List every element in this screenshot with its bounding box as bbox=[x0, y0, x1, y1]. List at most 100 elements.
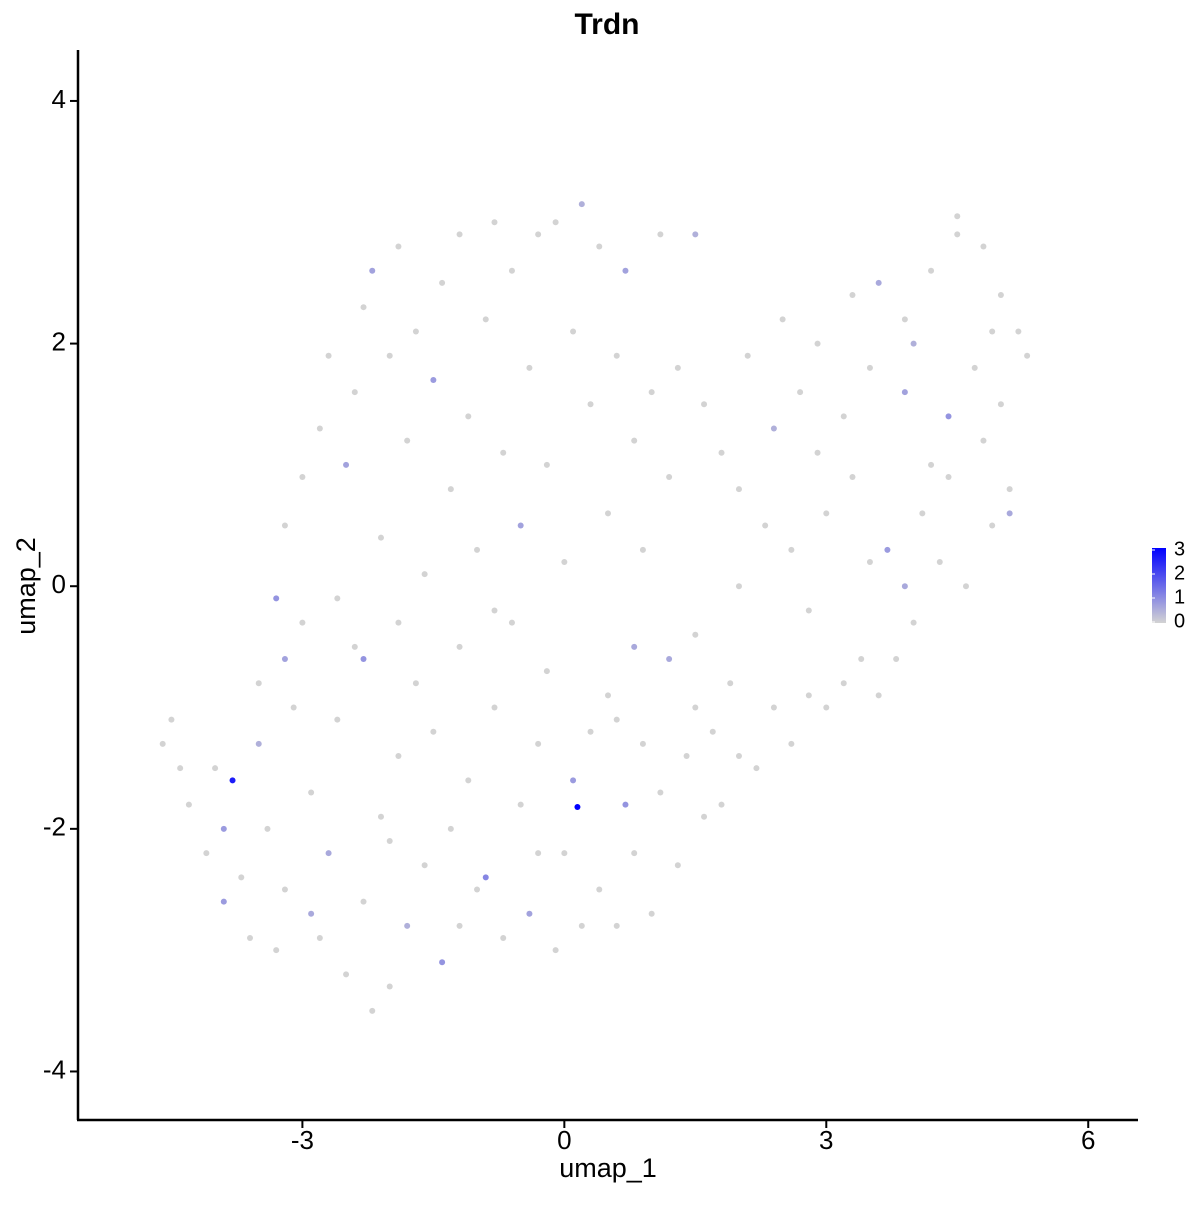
point bbox=[744, 352, 751, 359]
colorbar-tick-label: 0 bbox=[1174, 610, 1185, 632]
point bbox=[308, 789, 315, 796]
point bbox=[928, 267, 935, 274]
point bbox=[220, 898, 227, 905]
point bbox=[805, 692, 812, 699]
point bbox=[456, 231, 463, 238]
point bbox=[482, 874, 489, 881]
point bbox=[1015, 328, 1022, 335]
y-tick-label: 4 bbox=[52, 84, 66, 114]
point bbox=[613, 716, 620, 723]
point bbox=[901, 389, 908, 396]
point bbox=[465, 777, 472, 784]
point bbox=[535, 740, 542, 747]
point bbox=[430, 728, 437, 735]
point bbox=[474, 546, 481, 553]
point bbox=[753, 765, 760, 772]
point bbox=[421, 862, 428, 869]
point bbox=[482, 316, 489, 323]
point bbox=[648, 389, 655, 396]
point bbox=[316, 425, 323, 432]
point bbox=[1006, 510, 1013, 517]
point bbox=[177, 765, 184, 772]
point bbox=[631, 437, 638, 444]
point bbox=[255, 740, 262, 747]
point bbox=[683, 753, 690, 760]
point bbox=[770, 425, 777, 432]
point bbox=[980, 437, 987, 444]
point bbox=[727, 680, 734, 687]
point bbox=[613, 352, 620, 359]
point bbox=[369, 1007, 376, 1014]
point bbox=[997, 401, 1004, 408]
point bbox=[212, 765, 219, 772]
point bbox=[386, 983, 393, 990]
point bbox=[919, 510, 926, 517]
point bbox=[456, 643, 463, 650]
point bbox=[884, 546, 891, 553]
point bbox=[910, 340, 917, 347]
point bbox=[377, 534, 384, 541]
x-tick-label: 3 bbox=[819, 1125, 833, 1155]
point bbox=[351, 643, 358, 650]
point bbox=[779, 316, 786, 323]
point bbox=[814, 340, 821, 347]
point bbox=[578, 201, 585, 208]
x-tick-label: 0 bbox=[557, 1125, 571, 1155]
point bbox=[203, 850, 210, 857]
point bbox=[334, 716, 341, 723]
point bbox=[430, 376, 437, 383]
point bbox=[377, 813, 384, 820]
x-tick-label: -3 bbox=[291, 1125, 314, 1155]
point bbox=[788, 740, 795, 747]
point bbox=[412, 680, 419, 687]
point bbox=[369, 267, 376, 274]
point bbox=[334, 595, 341, 602]
y-tick-label: -2 bbox=[43, 812, 66, 842]
point bbox=[674, 862, 681, 869]
point bbox=[997, 292, 1004, 299]
y-tick-label: -4 bbox=[43, 1054, 66, 1084]
point bbox=[823, 510, 830, 517]
point bbox=[238, 874, 245, 881]
point bbox=[535, 850, 542, 857]
point bbox=[657, 789, 664, 796]
point bbox=[535, 231, 542, 238]
point bbox=[587, 728, 594, 735]
point bbox=[299, 474, 306, 481]
point bbox=[631, 643, 638, 650]
point bbox=[316, 935, 323, 942]
point bbox=[605, 510, 611, 517]
point bbox=[866, 558, 873, 565]
colorbar-tick-label: 2 bbox=[1174, 562, 1185, 584]
point bbox=[971, 364, 978, 371]
point bbox=[578, 922, 585, 929]
point bbox=[596, 886, 603, 893]
point bbox=[901, 316, 908, 323]
point bbox=[622, 267, 629, 274]
point bbox=[788, 546, 795, 553]
point bbox=[823, 704, 830, 711]
point bbox=[281, 522, 288, 529]
point bbox=[447, 825, 454, 832]
point bbox=[901, 583, 908, 590]
point bbox=[299, 619, 306, 626]
point bbox=[273, 947, 280, 954]
points bbox=[159, 201, 1031, 1014]
point bbox=[762, 522, 769, 529]
point bbox=[421, 571, 428, 578]
point bbox=[404, 922, 411, 929]
point bbox=[395, 619, 402, 626]
point bbox=[849, 474, 856, 481]
point bbox=[639, 546, 646, 553]
point bbox=[508, 619, 515, 626]
point bbox=[264, 825, 271, 832]
point bbox=[543, 668, 550, 675]
point bbox=[526, 364, 533, 371]
point bbox=[674, 364, 681, 371]
point bbox=[605, 692, 611, 699]
point bbox=[945, 413, 952, 420]
point bbox=[395, 753, 402, 760]
point bbox=[456, 922, 463, 929]
point bbox=[517, 522, 524, 529]
point bbox=[360, 656, 367, 663]
